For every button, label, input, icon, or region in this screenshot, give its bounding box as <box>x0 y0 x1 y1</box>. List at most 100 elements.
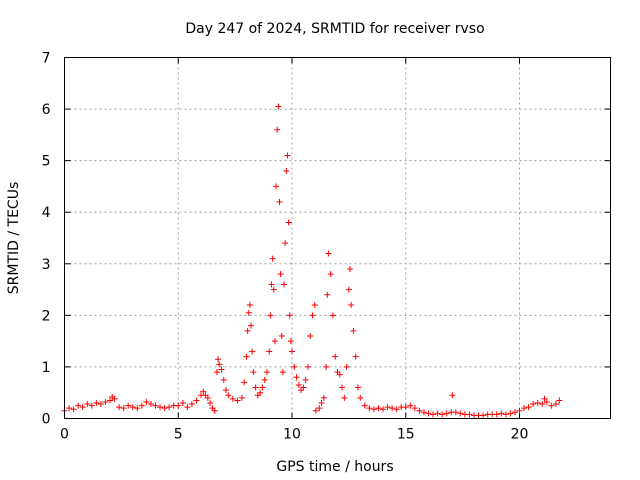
data-point <box>66 405 73 412</box>
data-point <box>502 411 509 418</box>
data-point <box>425 410 432 417</box>
data-point <box>278 332 285 339</box>
data-point <box>252 384 259 391</box>
data-point <box>332 353 339 360</box>
data-point <box>530 401 537 408</box>
data-point <box>223 387 230 394</box>
data-point <box>70 406 77 413</box>
y-axis-label: SRMTID / TECUs <box>6 182 22 295</box>
data-point <box>157 404 164 411</box>
data-point <box>287 338 294 345</box>
data-point <box>93 400 100 407</box>
y-tick-label: 0 <box>42 412 51 428</box>
data-point <box>259 384 266 391</box>
data-point <box>284 152 291 159</box>
data-point <box>257 389 264 396</box>
data-point <box>316 405 323 412</box>
data-point <box>125 402 132 409</box>
data-point <box>556 397 563 404</box>
data-point <box>289 348 295 355</box>
data-point <box>79 404 86 411</box>
data-point <box>370 406 377 413</box>
data-point <box>229 395 236 402</box>
data-point <box>345 286 352 293</box>
data-point <box>521 405 528 412</box>
data-point <box>525 404 532 411</box>
data-point <box>443 410 450 417</box>
data-point <box>193 397 200 404</box>
data-point <box>420 409 427 416</box>
data-point <box>273 183 280 190</box>
data-point <box>430 411 437 418</box>
data-point <box>318 400 325 407</box>
data-point <box>225 392 232 399</box>
data-point <box>248 322 255 329</box>
data-point <box>286 312 293 319</box>
y-tick-label: 4 <box>42 205 51 221</box>
data-point <box>134 405 141 412</box>
data-point <box>384 404 391 411</box>
data-point <box>138 402 145 409</box>
data-point <box>102 398 109 405</box>
data-point <box>357 394 364 401</box>
x-tick-label: 10 <box>283 427 301 443</box>
data-point <box>339 384 346 391</box>
data-point <box>116 404 123 411</box>
data-point <box>263 369 270 376</box>
data-point <box>300 384 307 391</box>
chart-title: Day 247 of 2024, SRMTID for receiver rvs… <box>185 21 484 37</box>
data-point <box>184 404 191 411</box>
data-point <box>543 398 550 405</box>
data-point <box>552 401 559 408</box>
data-point <box>341 394 348 401</box>
data-point <box>511 409 518 416</box>
data-point <box>293 374 300 381</box>
data-point <box>307 332 314 339</box>
data-point <box>295 381 302 388</box>
data-point <box>179 400 186 407</box>
data-point <box>312 407 319 414</box>
data-point <box>416 407 423 414</box>
data-point <box>541 395 548 402</box>
data-point <box>304 363 311 370</box>
data-point <box>449 392 456 399</box>
data-point <box>350 327 357 334</box>
data-point <box>375 405 382 412</box>
data-point <box>347 265 354 272</box>
data-point <box>143 398 150 405</box>
data-point <box>348 302 355 309</box>
data-point <box>281 281 288 288</box>
data-point <box>275 103 282 110</box>
data-point <box>200 388 207 395</box>
data-point <box>166 404 173 411</box>
data-point <box>311 302 318 309</box>
x-tick-label: 15 <box>397 427 415 443</box>
data-point <box>282 240 289 247</box>
data-point <box>548 402 555 409</box>
data-point <box>129 404 136 411</box>
data-point <box>534 400 541 407</box>
data-point <box>361 402 368 409</box>
y-tick-label: 6 <box>42 102 51 118</box>
data-point <box>325 250 332 257</box>
y-tick-label: 3 <box>42 257 51 273</box>
data-point <box>244 327 251 334</box>
data-point <box>161 405 168 412</box>
data-point <box>188 401 195 408</box>
data-point <box>457 410 464 417</box>
data-point <box>507 410 514 417</box>
data-point <box>407 402 414 409</box>
data-point <box>261 376 268 383</box>
data-point <box>216 361 223 368</box>
data-point <box>213 369 220 376</box>
axis-ticks: 0 5 10 15 20 0 1 2 3 4 5 6 7 <box>42 51 611 443</box>
data-point <box>246 302 253 309</box>
data-point <box>434 410 441 417</box>
data-point <box>207 400 214 407</box>
data-point <box>267 312 274 319</box>
data-point <box>277 271 284 278</box>
data-point <box>539 401 546 408</box>
data-point <box>327 271 334 278</box>
data-point <box>324 291 331 298</box>
data-point <box>266 348 273 355</box>
